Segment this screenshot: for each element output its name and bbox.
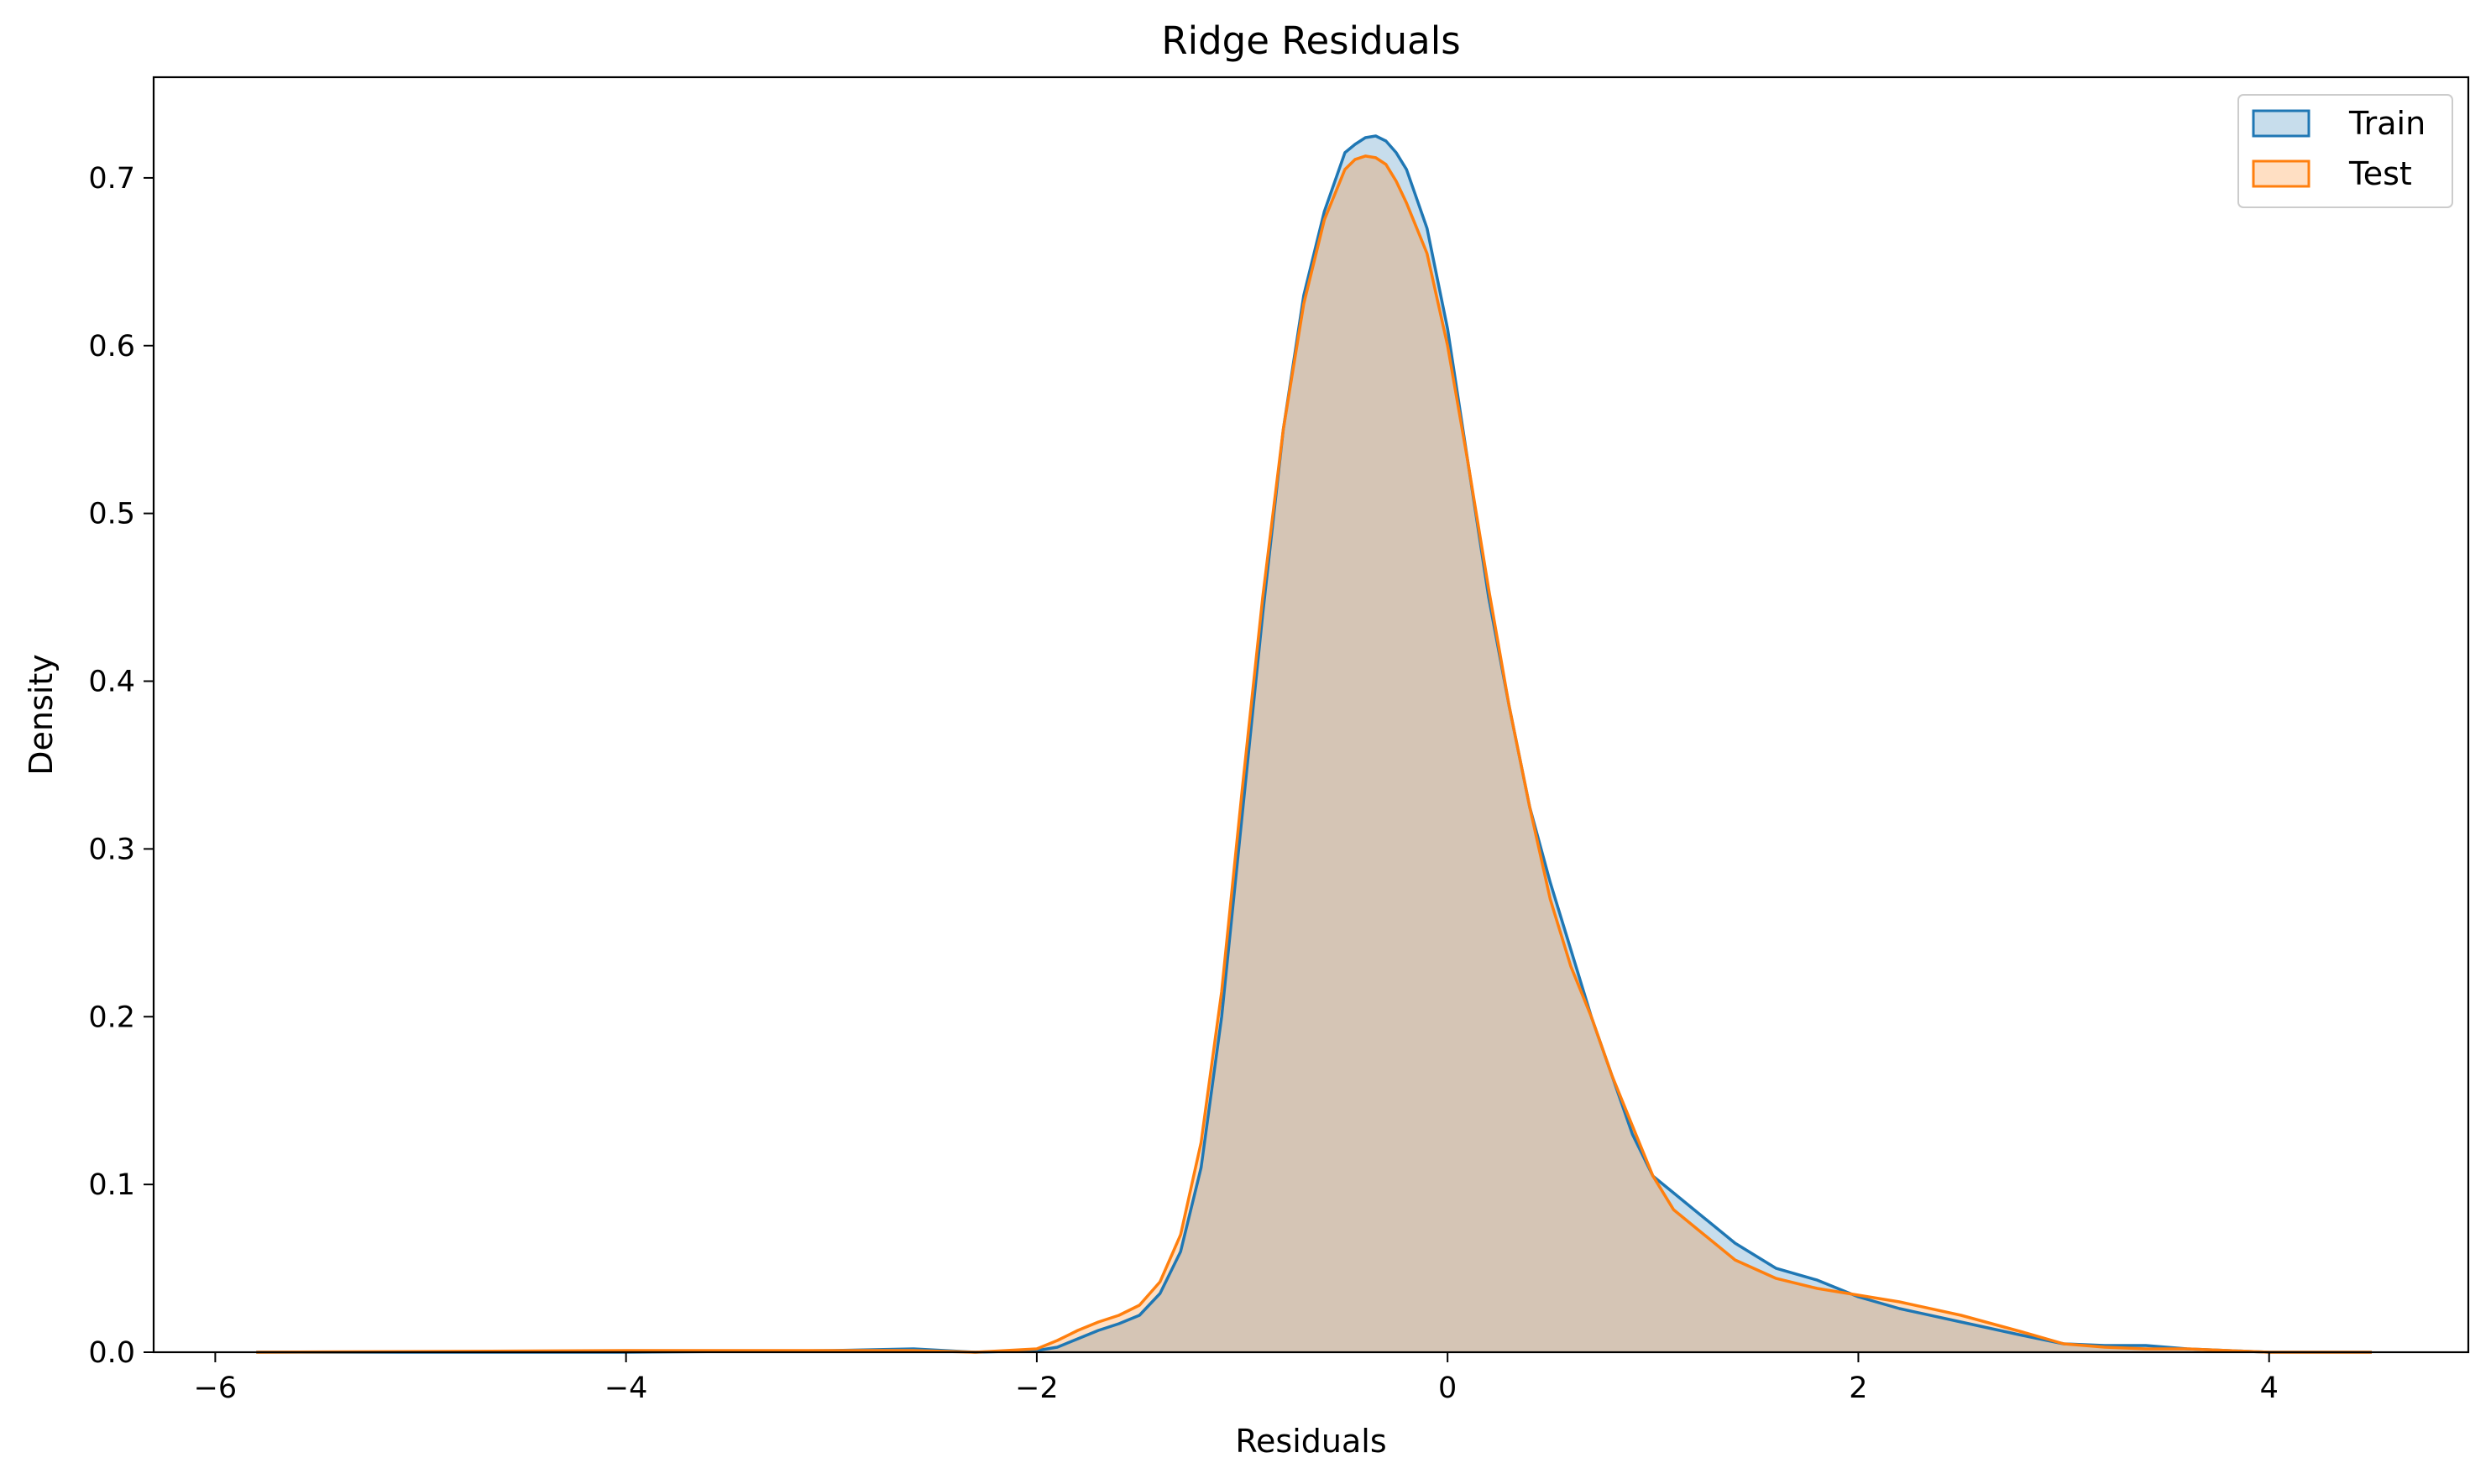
series-line-train [256,134,2372,1354]
x-tick-label: −6 [194,1372,238,1405]
x-axis-label: Residuals [1235,1423,1386,1460]
x-tick-label: 0 [1438,1372,1457,1405]
series-line-test [256,154,2372,1354]
x-tick-label: 4 [2260,1372,2279,1405]
chart-title: Ridge Residuals [1161,18,1460,63]
legend-items: Train Test [2252,105,2426,192]
series-fill-train [256,136,2372,1352]
y-tick-label: 0.3 [88,833,135,866]
x-tick-label: −4 [604,1372,648,1405]
y-axis-label: Density [23,654,60,775]
x-axis-ticks: −6 −4 −2 0 2 4 [194,1352,2279,1405]
legend-label-train: Train [2348,105,2426,142]
legend-label-test: Test [2348,155,2412,192]
plot-frame [152,76,2470,1354]
y-tick-label: 0.0 [88,1336,135,1370]
y-tick-label: 0.7 [88,162,135,196]
x-tick-label: 2 [1849,1372,1867,1405]
y-tick-label: 0.5 [88,498,135,531]
x-tick-label: −2 [1015,1372,1059,1405]
legend-box [2237,94,2453,208]
y-tick-label: 0.6 [88,330,135,363]
y-tick-label: 0.4 [88,666,135,699]
series-fill-test [256,155,2372,1352]
plot-fills [256,136,2372,1352]
y-axis-ticks: 0.0 0.1 0.2 0.3 0.4 0.5 0.6 0.7 [88,162,154,1370]
y-tick-label: 0.2 [88,1001,135,1034]
legend: Train Test [2237,94,2453,208]
legend-swatch-train [2252,109,2310,138]
plot-lines [256,134,2372,1354]
y-tick-label: 0.1 [88,1168,135,1202]
legend-swatch-test [2252,159,2310,188]
